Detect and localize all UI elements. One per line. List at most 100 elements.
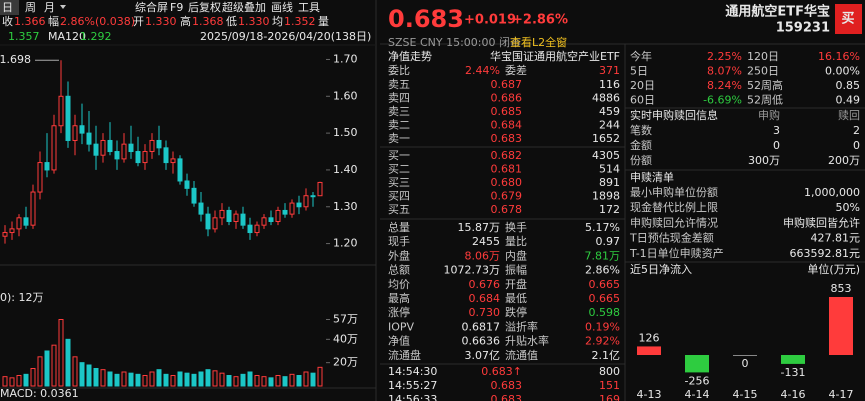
row-label: T日预估现金差额	[629, 231, 714, 245]
menu-item[interactable]: 综合屏	[135, 0, 168, 14]
candle-body	[135, 151, 141, 164]
row-value: 3	[773, 124, 780, 137]
y-tick-label: 40万	[333, 332, 358, 345]
l2-link[interactable]: 查看L2全窗	[510, 35, 567, 49]
volume-bar	[9, 377, 15, 387]
candle-body	[128, 143, 134, 153]
volume-bar	[170, 375, 176, 387]
ma-label: MA120	[48, 30, 86, 43]
stat-label: IOPV	[388, 320, 415, 333]
candle-body	[72, 125, 78, 141]
x-tick-label: 4-14	[685, 388, 710, 401]
volume-bar	[128, 372, 134, 387]
candle-body	[254, 224, 260, 234]
chart-title: 近5日净流入	[630, 262, 692, 276]
section-title: 申赎清单	[630, 170, 674, 184]
level-price: 0.682	[491, 149, 523, 162]
menu-item[interactable]: 后复权	[188, 0, 221, 14]
perf-label: 52周低	[747, 94, 783, 107]
tick-volume: 169	[599, 393, 620, 401]
tick-time: 14:55:27	[388, 379, 437, 392]
stat-value: 0.665	[589, 278, 621, 291]
volume-bar	[135, 373, 141, 387]
menu-item[interactable]: F9	[170, 1, 183, 14]
dropdown-icon[interactable]	[60, 5, 66, 9]
stat-label: 高	[180, 14, 191, 28]
stat-label: 换手	[505, 220, 527, 234]
candle-body	[310, 195, 316, 198]
perf-value: 0.49	[836, 94, 861, 107]
row-label: 金额	[630, 138, 652, 152]
stat-value: 1.368	[192, 15, 224, 28]
row-label: 笔数	[630, 123, 652, 137]
perf-value: 0.85	[836, 79, 861, 92]
period-tab[interactable]: 日	[2, 1, 13, 14]
volume-bar	[30, 368, 36, 387]
perf-label: 5日	[630, 65, 648, 78]
perf-value: 8.07%	[707, 65, 742, 78]
stat-label: 量比	[505, 235, 527, 248]
stat-label: 低	[226, 15, 237, 28]
candle-body	[86, 132, 92, 145]
candle-body	[219, 209, 225, 219]
row-value: 663592.81元	[790, 247, 861, 260]
tick-volume: 151	[599, 379, 620, 392]
stat-value: 0.665	[589, 292, 621, 305]
stat-value: 1072.73万	[444, 264, 501, 277]
buy-button[interactable]	[835, 4, 862, 34]
candle-body	[233, 213, 239, 222]
volume-bar	[86, 364, 92, 387]
candle-body	[163, 147, 169, 164]
row-value: 申购赎回皆允许	[783, 215, 860, 229]
value-label: -256	[685, 374, 710, 387]
market-status: SZSE CNY 15:00:00 闭市	[388, 35, 521, 49]
volume-bar	[37, 356, 43, 387]
high-label: 1.698	[0, 53, 31, 66]
candle-body	[107, 139, 113, 153]
tick-price: 0.683	[491, 379, 523, 392]
candle-body	[93, 143, 99, 156]
volume-bar	[303, 371, 309, 387]
volume-bar	[205, 369, 211, 387]
level-price: 0.683	[491, 132, 523, 145]
x-tick-label: 4-15	[733, 388, 758, 401]
column-header: 申购	[758, 108, 780, 122]
tick-price: 0.683↑	[481, 365, 522, 378]
candle-body	[289, 202, 295, 215]
stat-value: 15.87万	[458, 221, 501, 234]
row-value: 0	[853, 139, 860, 152]
volume-bar	[275, 375, 281, 387]
menu-item[interactable]: 画线	[271, 0, 293, 14]
row-value: 200万	[828, 154, 860, 167]
candle-body	[2, 232, 8, 237]
stat-label: 涨停	[388, 305, 410, 319]
tab[interactable]: 净值走势	[388, 49, 432, 63]
row-value: 0	[773, 139, 780, 152]
stat-value: 2455	[472, 235, 500, 248]
period-tab[interactable]: 月	[44, 1, 55, 14]
x-tick-label: 4-13	[637, 388, 662, 401]
level-label: 卖一	[388, 132, 410, 145]
stat-label: 开盘	[505, 277, 527, 291]
ma-value: 1.357	[8, 30, 40, 43]
candle-body	[44, 162, 50, 171]
level-label: 卖四	[388, 92, 410, 105]
buy-label[interactable]: 买	[841, 12, 854, 27]
stat-label: 开	[133, 15, 144, 28]
volume-bar	[247, 371, 253, 387]
candle-body	[275, 209, 281, 222]
period-tab[interactable]: 周	[25, 1, 36, 14]
x-tick-label: 4-16	[781, 388, 806, 401]
stat-value: 1.352	[284, 15, 316, 28]
price-change-pct: +2.86%	[512, 13, 568, 28]
volume-bar	[254, 375, 260, 387]
stat-label: 幅	[48, 15, 59, 28]
menu-item[interactable]: 超级叠加	[222, 0, 266, 14]
stat-value: 2.44%	[465, 64, 500, 77]
candle-body	[51, 125, 57, 171]
menu-item[interactable]: 工具	[298, 1, 320, 14]
candle-body	[303, 195, 309, 208]
level-price: 0.681	[491, 163, 523, 176]
